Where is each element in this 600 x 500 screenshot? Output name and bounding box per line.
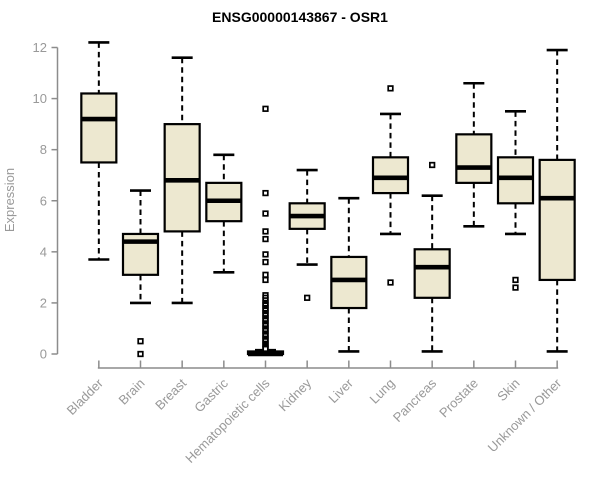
iqr-box (330, 255, 368, 310)
outlier-point (262, 210, 269, 217)
x-tick-label: Skin (494, 376, 522, 404)
box-group (496, 110, 535, 291)
outlier-point (304, 294, 311, 301)
box-group (80, 41, 118, 261)
box-group (121, 189, 160, 358)
outlier-point (262, 105, 269, 112)
outlier-point (262, 271, 269, 278)
iqr-box (455, 133, 493, 184)
iqr-box (80, 92, 118, 164)
iqr-box (163, 123, 201, 233)
iqr-box (538, 158, 576, 282)
x-tick-label: Liver (325, 375, 356, 406)
outlier-point (387, 279, 394, 286)
y-tick-label: 0 (40, 347, 47, 362)
box-group (455, 81, 493, 228)
box-group (163, 56, 201, 305)
outlier-point (512, 284, 519, 291)
box-group (330, 196, 368, 353)
x-tick-label: Pancreas (390, 375, 440, 425)
x-tick-label: Lung (367, 376, 398, 407)
box-group (288, 168, 326, 301)
iqr-box (413, 248, 451, 299)
outlier-point (262, 251, 269, 258)
outlier-point (137, 338, 144, 345)
outlier-point (262, 345, 269, 353)
outlier-point (137, 350, 144, 358)
x-tick-label: Bladder (64, 375, 107, 418)
outlier-point (262, 258, 269, 266)
box-group (413, 161, 451, 353)
x-tick-label: Unknown / Other (485, 375, 565, 455)
boxplot-series (80, 41, 576, 358)
chart-title: ENSG00000143867 - OSR1 (212, 9, 388, 25)
x-tick-label: Kidney (276, 375, 315, 414)
outlier-point (262, 189, 269, 197)
y-axis-label: Expression (2, 168, 17, 232)
iqr-box (496, 156, 535, 205)
box-group (246, 105, 285, 357)
x-tick-label: Prostate (436, 376, 481, 421)
box-group (371, 85, 410, 286)
outlier-point (262, 228, 269, 235)
iqr-box (371, 156, 410, 195)
box-group (205, 153, 243, 274)
x-tick-label: Gastric (191, 375, 231, 415)
y-tick-label: 2 (40, 295, 47, 310)
x-tick-label: Breast (152, 375, 189, 412)
outlier-point (262, 276, 269, 284)
y-tick-label: 4 (40, 244, 47, 259)
y-tick-label: 12 (33, 40, 47, 55)
outlier-point (512, 276, 519, 284)
box-group (538, 48, 576, 353)
outlier-point (429, 161, 436, 169)
y-tick-label: 6 (40, 193, 47, 208)
outlier-point (262, 235, 269, 243)
y-tick-label: 10 (33, 91, 47, 106)
y-tick-label: 8 (40, 142, 47, 157)
outlier-point (387, 85, 394, 92)
x-tick-label: Brain (116, 376, 148, 408)
